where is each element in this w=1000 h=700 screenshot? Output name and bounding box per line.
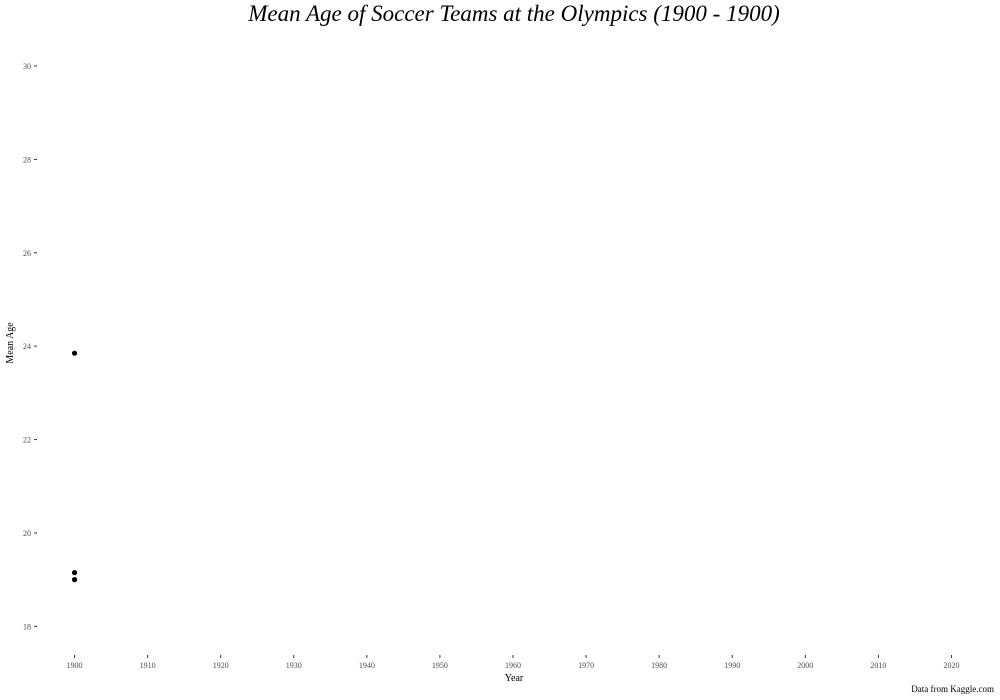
x-tick-label: 2010 xyxy=(870,661,886,670)
y-tick-label: 24 xyxy=(23,342,31,351)
data-points xyxy=(71,350,78,583)
x-tick-label: 2000 xyxy=(797,661,813,670)
x-tick-label: 2020 xyxy=(943,661,959,670)
x-tick-label: 1930 xyxy=(286,661,302,670)
x-tick-label: 1970 xyxy=(578,661,594,670)
x-tick-label: 1990 xyxy=(724,661,740,670)
x-tick-label: 1950 xyxy=(432,661,448,670)
y-tick-label: 26 xyxy=(23,249,31,258)
y-axis-title: Mean Age xyxy=(5,322,16,364)
y-tick-label: 30 xyxy=(23,62,31,71)
x-axis-title: Year xyxy=(505,673,524,684)
x-tick-label: 1940 xyxy=(359,661,375,670)
y-tick-label: 20 xyxy=(23,529,31,538)
data-point xyxy=(71,570,78,576)
chart-title: Mean Age of Soccer Teams at the Olympics… xyxy=(247,1,779,26)
data-point xyxy=(71,577,78,583)
y-tick-label: 22 xyxy=(23,436,31,445)
x-tick-label: 1960 xyxy=(505,661,521,670)
data-point xyxy=(71,350,78,356)
x-axis: 1900 1910 1920 1930 1940 1950 1960 1970 1980 1990… xyxy=(67,655,959,670)
chart-caption: Data from Kaggle.com xyxy=(911,684,994,694)
y-axis: 18 20 22 24 26 28 30 xyxy=(23,62,37,631)
x-tick-label: 1900 xyxy=(67,661,83,670)
y-tick-label: 28 xyxy=(23,155,31,164)
x-tick-label: 1910 xyxy=(140,661,156,670)
x-tick-label: 1980 xyxy=(651,661,667,670)
y-tick-label: 18 xyxy=(23,622,31,631)
x-tick-label: 1920 xyxy=(213,661,229,670)
